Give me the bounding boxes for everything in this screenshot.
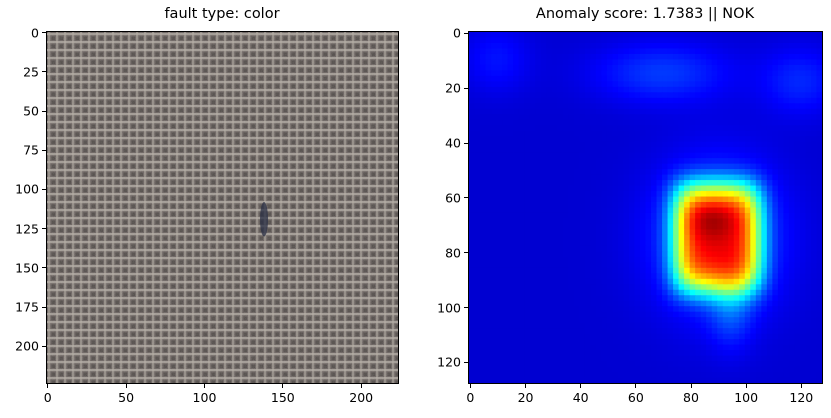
y-tick-label: 60: [445, 190, 461, 206]
x-tick-mark: [690, 384, 692, 388]
x-tick-mark: [203, 384, 205, 388]
y-tick-label: 50: [23, 103, 39, 119]
y-tick-mark: [464, 32, 468, 34]
y-tick-label: 0: [453, 25, 461, 41]
x-tick-label: 200: [349, 390, 374, 405]
x-tick-label: 100: [192, 390, 217, 405]
x-tick-label: 80: [683, 390, 699, 405]
fabric-image-axes: [46, 31, 399, 384]
y-tick-mark: [42, 71, 46, 73]
x-tick-mark: [125, 384, 127, 388]
y-tick-label: 100: [15, 181, 39, 197]
x-tick-mark: [525, 384, 527, 388]
x-tick-label: 150: [270, 390, 295, 405]
x-tick-mark: [580, 384, 582, 388]
anomaly-heatmap-title: Anomaly score: 1.7383 || NOK: [535, 6, 755, 22]
y-tick-mark: [42, 32, 46, 34]
y-tick-label: 125: [15, 221, 39, 237]
x-tick-mark: [47, 384, 49, 388]
y-tick-mark: [464, 87, 468, 89]
x-tick-mark: [745, 384, 747, 388]
x-tick-mark: [635, 384, 637, 388]
x-tick-label: 100: [734, 390, 759, 405]
y-tick-mark: [42, 306, 46, 308]
y-tick-label: 25: [23, 64, 39, 80]
y-tick-label: 175: [15, 299, 39, 315]
x-tick-label: 60: [627, 390, 644, 405]
x-tick-mark: [469, 384, 471, 388]
y-tick-label: 20: [445, 80, 461, 96]
heatmap-cells: [469, 32, 822, 383]
x-tick-label: 20: [517, 390, 534, 405]
y-tick-label: 40: [445, 135, 461, 151]
y-tick-mark: [42, 267, 46, 269]
y-tick-mark: [42, 228, 46, 230]
color-defect-mark: [260, 202, 269, 237]
y-tick-mark: [42, 110, 46, 112]
x-tick-mark: [360, 384, 362, 388]
y-tick-mark: [464, 197, 468, 199]
anomaly-heatmap-canvas: [469, 32, 822, 383]
y-tick-mark: [464, 252, 468, 254]
y-tick-label: 80: [445, 245, 461, 261]
y-tick-label: 100: [437, 300, 461, 316]
y-tick-mark: [42, 188, 46, 190]
fabric-image-title: fault type: color: [164, 6, 280, 22]
y-tick-mark: [464, 142, 468, 144]
x-tick-label: 0: [43, 390, 52, 405]
y-tick-label: 0: [31, 25, 39, 41]
x-tick-label: 50: [118, 390, 135, 405]
anomaly-heatmap-axes: [468, 31, 823, 384]
x-tick-mark: [282, 384, 284, 388]
y-tick-mark: [42, 149, 46, 151]
y-tick-mark: [464, 307, 468, 309]
x-tick-label: 120: [789, 390, 814, 405]
fabric-image-canvas: [47, 32, 398, 383]
y-tick-label: 200: [15, 338, 39, 354]
y-tick-label: 75: [23, 142, 39, 158]
y-tick-mark: [42, 345, 46, 347]
x-tick-label: 0: [466, 390, 475, 405]
fabric-grain: [47, 32, 398, 383]
x-tick-label: 40: [572, 390, 589, 405]
y-tick-label: 120: [437, 354, 461, 370]
x-tick-mark: [800, 384, 802, 388]
y-tick-mark: [464, 361, 468, 363]
y-tick-label: 150: [15, 260, 39, 276]
